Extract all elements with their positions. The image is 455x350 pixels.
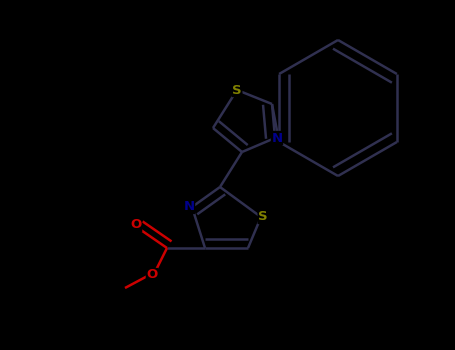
Text: S: S (232, 84, 242, 97)
Text: O: O (131, 218, 142, 231)
Text: O: O (147, 268, 157, 281)
Text: S: S (258, 210, 268, 224)
Text: N: N (183, 201, 195, 214)
Text: N: N (272, 132, 283, 145)
